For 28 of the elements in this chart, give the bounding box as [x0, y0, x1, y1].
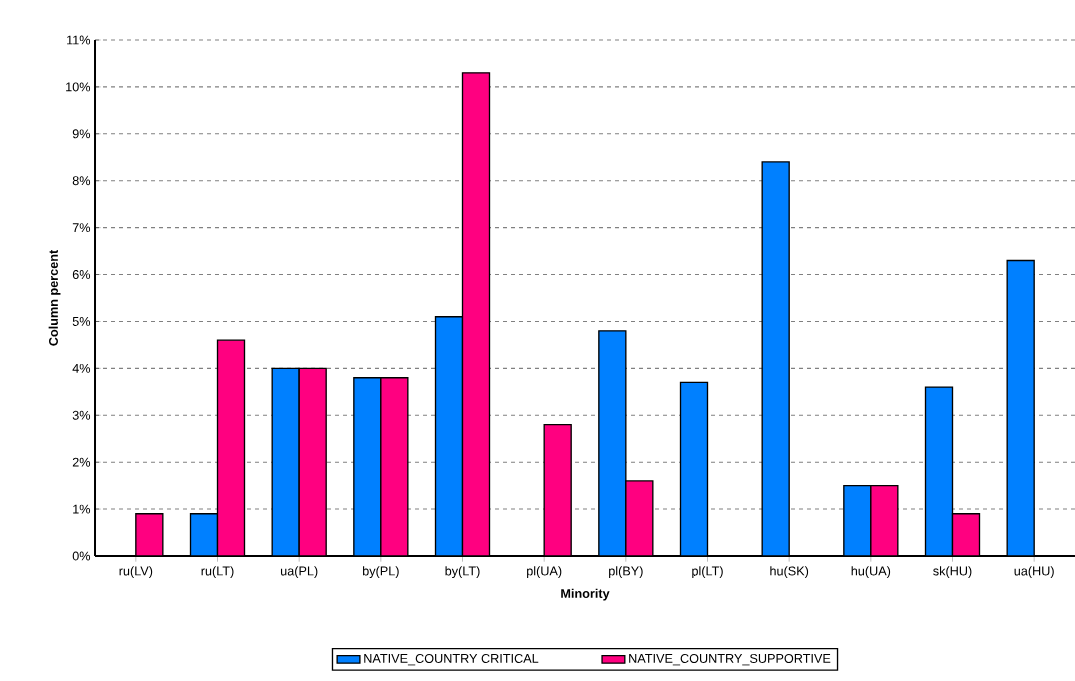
x-tick-label: by(LT): [445, 566, 480, 578]
y-axis-title: Column percent: [48, 249, 61, 346]
y-tick-label: 10%: [66, 82, 91, 92]
x-tick-label: ru(LV): [119, 566, 153, 578]
x-tick-label: hu(UA): [851, 566, 891, 578]
x-tick-label: sk(HU): [933, 566, 972, 578]
y-tick-label: 1%: [73, 504, 91, 514]
x-tick-label: ua(HU): [1014, 566, 1054, 578]
y-tick-label: 8%: [72, 176, 91, 186]
y-tick-label: 0%: [72, 551, 91, 561]
y-tick-label: 11%: [67, 35, 91, 45]
legend-label: NATIVE_COUNTRY_SUPPORTIVE: [629, 653, 831, 666]
x-tick-label: pl(BY): [609, 566, 643, 578]
legend-label: NATIVE_COUNTRY CRITICAL: [364, 653, 539, 666]
y-tick-label: 3%: [72, 410, 91, 420]
y-tick-label: 6%: [72, 270, 91, 280]
x-tick-label: ru(LT): [201, 566, 234, 578]
x-tick-label: ua(PL): [280, 566, 318, 578]
x-tick-label: hu(SK): [770, 566, 809, 578]
y-tick-label: 5%: [72, 316, 91, 326]
x-tick-label: by(PL): [363, 566, 399, 578]
x-axis-title: Minority: [561, 588, 610, 601]
y-tick-label: 9%: [72, 129, 91, 139]
y-tick-label: 2%: [72, 457, 91, 467]
x-tick-label: pl(UA): [527, 566, 562, 578]
y-tick-label: 4%: [72, 363, 91, 373]
x-tick-label: pl(LT): [692, 566, 723, 578]
y-tick-label: 7%: [72, 223, 91, 233]
